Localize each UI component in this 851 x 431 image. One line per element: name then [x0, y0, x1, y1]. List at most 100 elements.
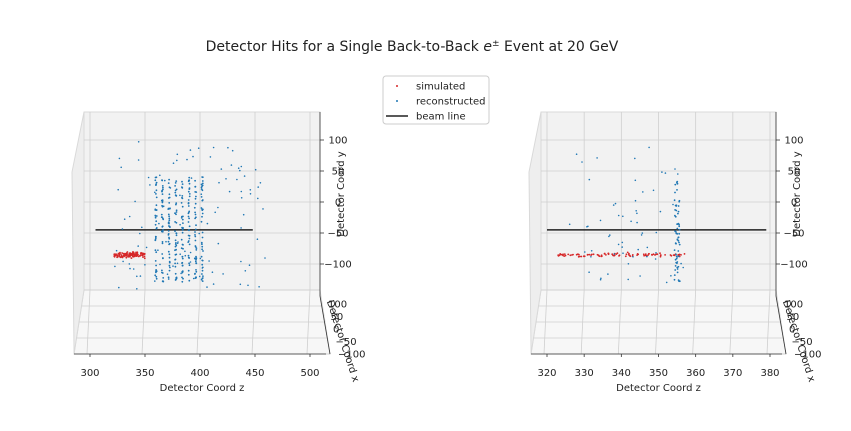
data-point-reconstructed	[181, 229, 184, 231]
data-point-reconstructed	[175, 194, 178, 197]
data-point-reconstructed	[164, 179, 166, 182]
data-point-reconstructed	[627, 263, 630, 265]
data-point-reconstructed	[654, 258, 657, 260]
data-point-reconstructed	[162, 277, 165, 279]
data-point-simulated	[643, 254, 645, 257]
data-point-reconstructed	[249, 193, 252, 195]
data-point-reconstructed	[168, 237, 171, 240]
x-tick-label: 380	[760, 368, 779, 379]
data-point-reconstructed	[154, 179, 157, 182]
data-point-reconstructed	[256, 238, 259, 240]
data-point-reconstructed	[158, 222, 160, 225]
data-point-reconstructed	[187, 241, 190, 244]
data-point-simulated	[618, 255, 620, 257]
data-point-reconstructed	[134, 200, 136, 203]
data-point-reconstructed	[613, 253, 616, 255]
data-point-reconstructed	[676, 223, 678, 226]
data-point-reconstructed	[192, 155, 194, 158]
data-point-reconstructed	[249, 189, 252, 191]
data-point-reconstructed	[174, 249, 176, 252]
data-point-reconstructed	[168, 222, 170, 225]
data-point-simulated	[131, 255, 134, 258]
data-point-reconstructed	[161, 190, 163, 193]
data-point-reconstructed	[168, 256, 171, 259]
data-point-reconstructed	[237, 167, 240, 169]
legend-marker-reconstructed	[396, 100, 398, 102]
data-point-reconstructed	[588, 178, 591, 181]
data-point-reconstructed	[195, 224, 197, 227]
data-point-reconstructed	[169, 207, 171, 210]
data-point-simulated	[654, 254, 656, 256]
data-point-reconstructed	[674, 269, 677, 271]
data-point-reconstructed	[676, 182, 679, 185]
data-point-reconstructed	[665, 281, 668, 284]
data-point-simulated	[127, 254, 130, 257]
data-point-reconstructed	[198, 232, 200, 235]
data-point-reconstructed	[155, 264, 158, 267]
data-point-reconstructed	[239, 283, 242, 286]
data-point-reconstructed	[676, 261, 679, 263]
data-point-simulated	[591, 253, 593, 256]
data-point-reconstructed	[200, 220, 203, 223]
data-point-reconstructed	[181, 255, 184, 258]
data-point-reconstructed	[677, 173, 679, 175]
data-point-reconstructed	[155, 181, 158, 184]
data-point-reconstructed	[194, 202, 197, 205]
data-point-reconstructed	[661, 171, 663, 173]
data-point-reconstructed	[174, 245, 177, 248]
data-point-reconstructed	[182, 277, 184, 280]
data-point-reconstructed	[155, 193, 157, 195]
legend-label-beam-line: beam line	[416, 112, 466, 123]
panel-1: 300 350 400 450 500100500−50−100100500−50−10…	[71, 111, 365, 394]
data-point-reconstructed	[188, 195, 191, 198]
data-point-simulated	[135, 251, 137, 254]
data-point-reconstructed	[188, 237, 191, 240]
data-point-simulated	[125, 256, 128, 259]
data-point-reconstructed	[254, 168, 257, 171]
data-point-reconstructed	[168, 202, 171, 204]
data-point-reconstructed	[676, 271, 679, 274]
data-point-reconstructed	[175, 221, 178, 224]
data-point-reconstructed	[617, 243, 620, 246]
data-point-simulated	[659, 252, 661, 255]
data-point-simulated	[562, 254, 564, 257]
data-point-reconstructed	[187, 273, 190, 276]
data-point-reconstructed	[188, 193, 191, 195]
data-point-reconstructed	[168, 219, 171, 222]
data-point-simulated	[557, 254, 560, 257]
data-point-reconstructed	[636, 221, 638, 224]
data-point-reconstructed	[678, 223, 680, 226]
data-point-reconstructed	[180, 217, 183, 219]
chart-panels: 300 350 400 450 500100500−50−100100500−50−10…	[71, 111, 821, 394]
data-point-reconstructed	[209, 156, 212, 158]
data-point-reconstructed	[677, 212, 679, 215]
x-tick-label: 320	[537, 368, 556, 379]
data-point-reconstructed	[678, 200, 681, 203]
data-point-reconstructed	[673, 249, 676, 252]
data-point-reconstructed	[682, 266, 684, 269]
data-point-simulated	[560, 253, 563, 256]
data-point-reconstructed	[155, 220, 158, 223]
data-point-reconstructed	[672, 203, 674, 206]
data-point-simulated	[642, 253, 645, 256]
data-point-reconstructed	[202, 275, 204, 277]
data-point-simulated	[616, 252, 619, 255]
data-point-simulated	[126, 251, 129, 253]
data-point-reconstructed	[675, 255, 678, 258]
data-point-reconstructed	[677, 250, 680, 252]
data-point-reconstructed	[262, 208, 264, 210]
depth-tick-label: 50	[331, 312, 344, 323]
data-point-reconstructed	[675, 257, 678, 260]
data-point-reconstructed	[193, 206, 196, 209]
data-point-simulated	[134, 253, 137, 256]
data-point-reconstructed	[608, 235, 610, 238]
data-point-reconstructed	[166, 273, 169, 276]
data-point-simulated	[652, 253, 655, 256]
data-point-reconstructed	[174, 185, 177, 187]
chart-title-prefix: Detector Hits for a Single Back-to-Back	[206, 39, 484, 55]
data-point-reconstructed	[676, 180, 679, 183]
data-point-reconstructed	[179, 223, 181, 226]
data-point-reconstructed	[136, 275, 138, 278]
data-point-reconstructed	[174, 258, 177, 261]
data-point-reconstructed	[208, 260, 210, 262]
